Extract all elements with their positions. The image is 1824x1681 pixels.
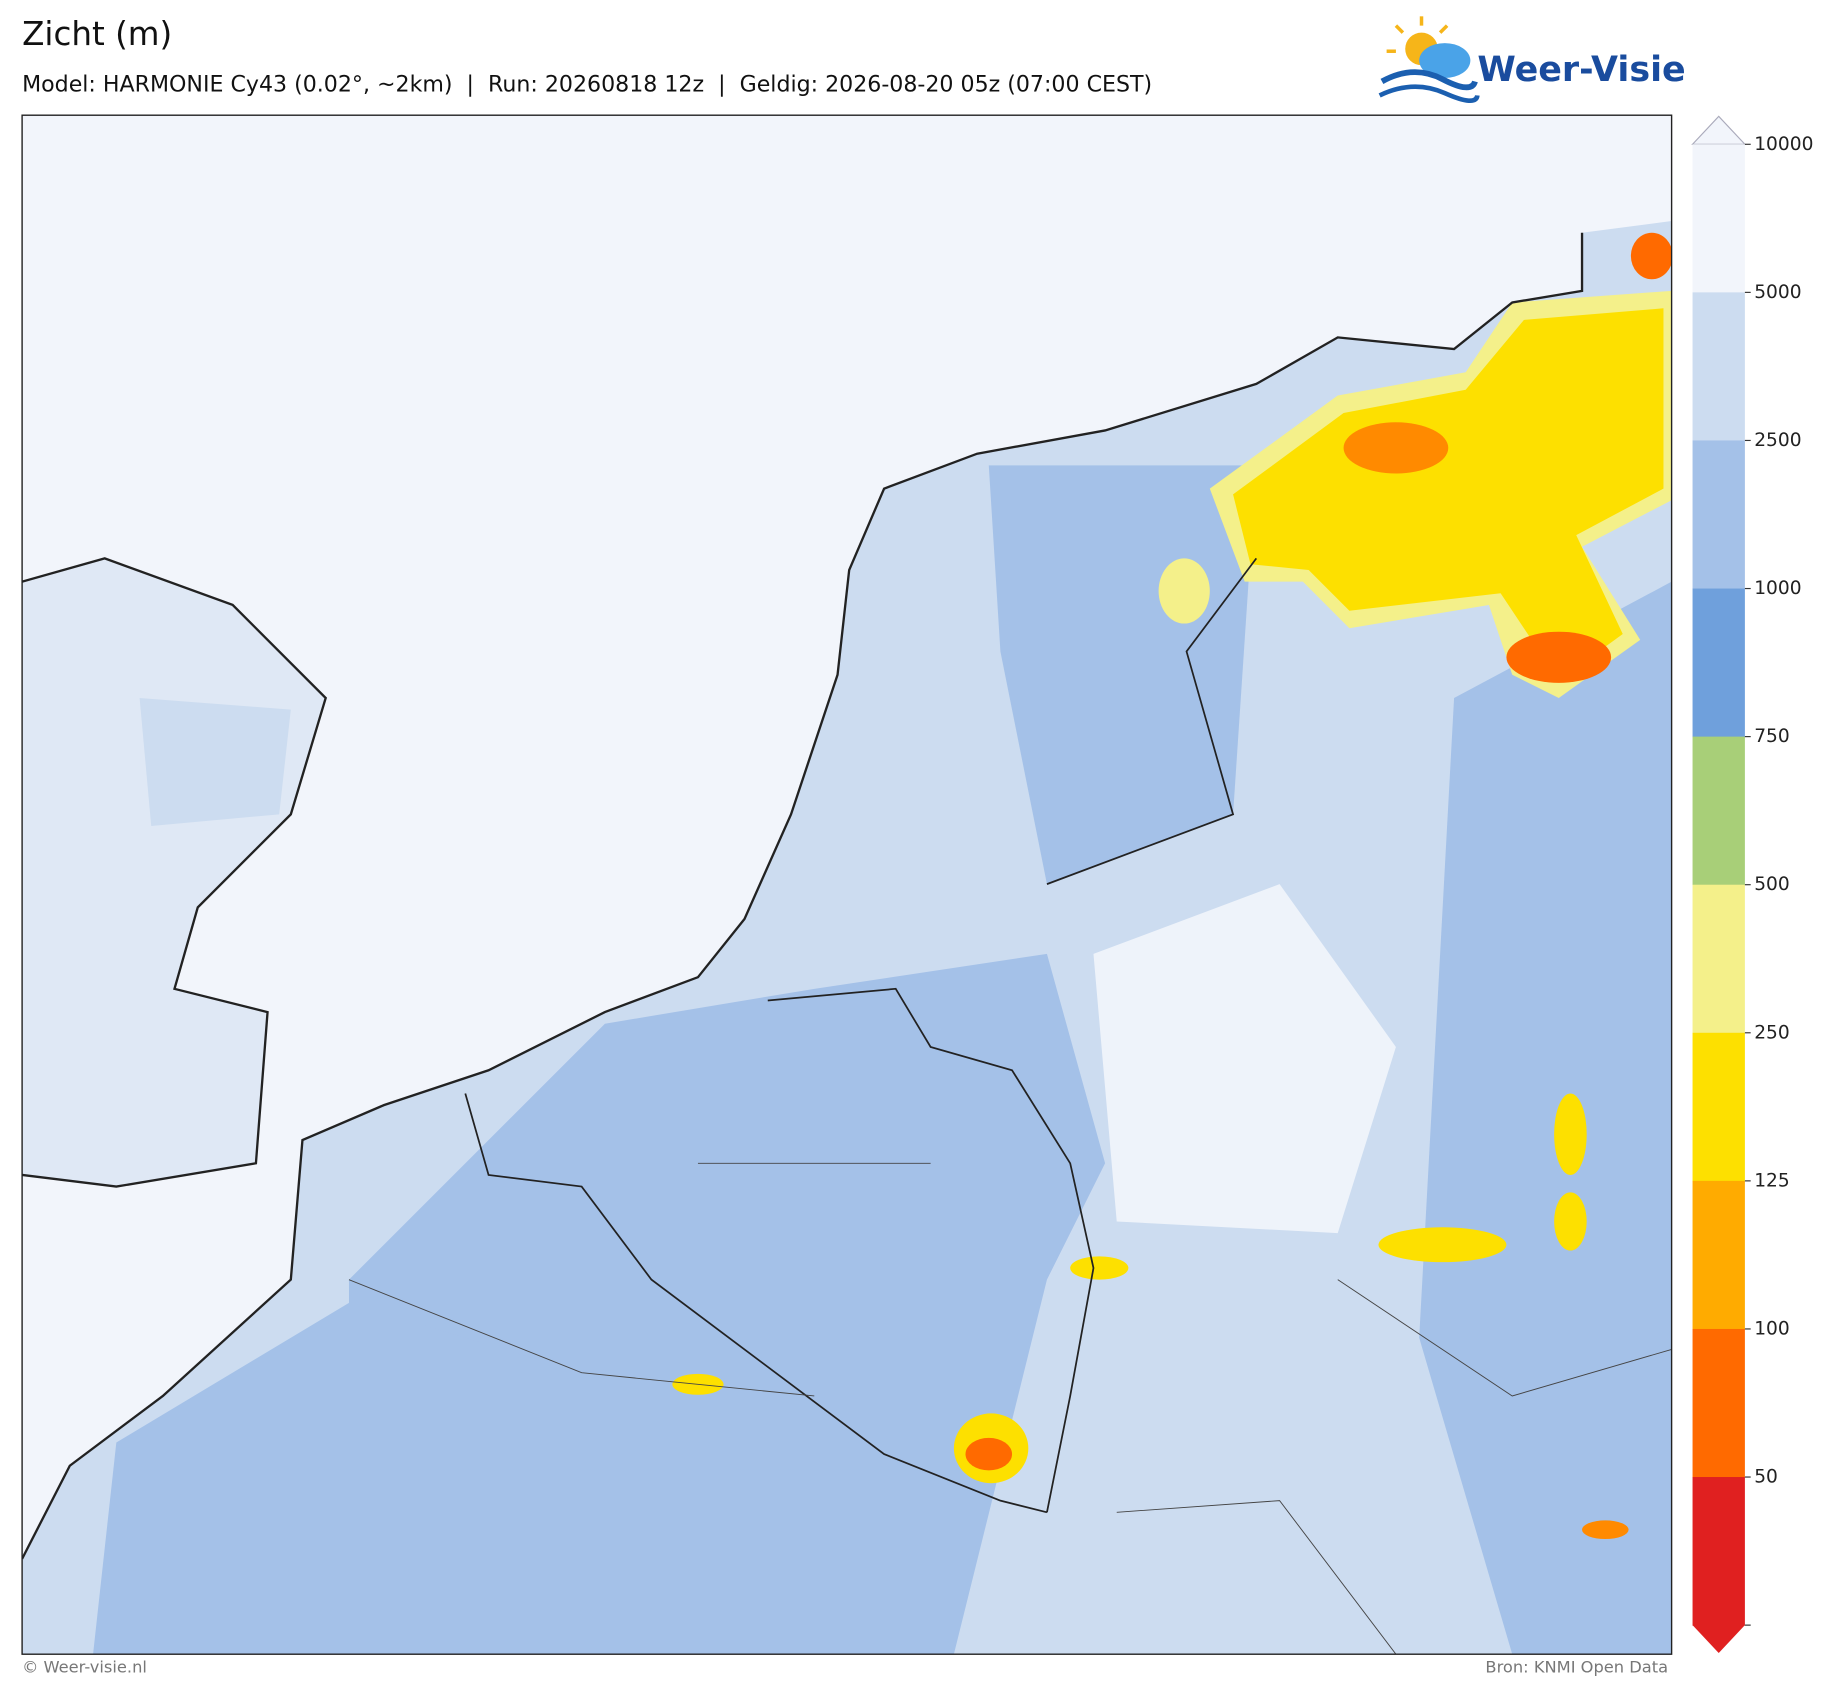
colorbar-band xyxy=(1692,144,1745,293)
colorbar-band xyxy=(1692,1477,1745,1626)
colorbar-band xyxy=(1692,1180,1745,1330)
colorbar-extend-bottom xyxy=(1692,1625,1745,1654)
map xyxy=(21,114,1673,1655)
colorbar-tick-label: 10000 xyxy=(1754,134,1813,155)
colorbar: 10000 5000 2500 1000 750 500 250 125 100 50 xyxy=(1691,115,1813,1654)
colorbar-tick-label: 100 xyxy=(1754,1318,1790,1339)
colorbar-tick-label: 750 xyxy=(1754,726,1790,747)
colorbar-tick-label: 50 xyxy=(1754,1467,1778,1488)
title: Zicht (m) xyxy=(22,15,172,53)
colorbar-band xyxy=(1692,736,1745,886)
footer-right: Bron: KNMI Open Data xyxy=(1485,1658,1668,1677)
colorbar-tick-label: 5000 xyxy=(1754,282,1801,303)
colorbar-tick-label: 1000 xyxy=(1754,578,1801,599)
colorbar-tick-label: 2500 xyxy=(1754,430,1801,451)
colorbar-band xyxy=(1692,292,1745,442)
colorbar-extend-top xyxy=(1691,115,1747,145)
colorbar-tick-label: 125 xyxy=(1754,1170,1790,1191)
colorbar-band xyxy=(1692,588,1745,738)
colorbar-band xyxy=(1692,1032,1745,1182)
colorbar-band xyxy=(1692,440,1745,590)
colorbar-band xyxy=(1692,1328,1745,1478)
colorbar-tick-label: 500 xyxy=(1754,874,1790,895)
footer-left: © Weer-visie.nl xyxy=(22,1658,147,1677)
logo-text: Weer-Visie xyxy=(1477,50,1685,90)
colorbar-tick-label: 250 xyxy=(1754,1022,1790,1043)
subtitle: Model: HARMONIE Cy43 (0.02°, ~2km) | Run… xyxy=(22,71,1152,97)
logo: Weer-Visie xyxy=(1378,16,1686,103)
colorbar-band xyxy=(1692,884,1745,1034)
